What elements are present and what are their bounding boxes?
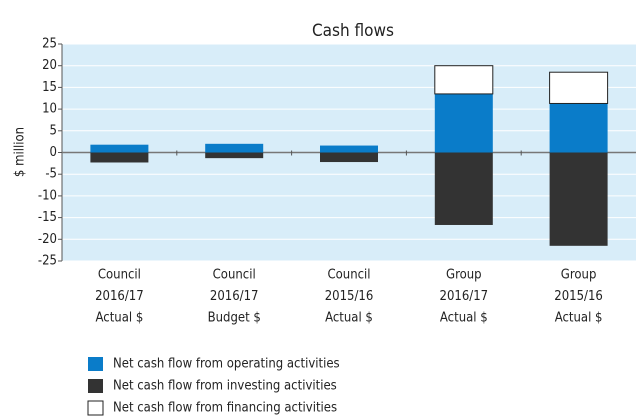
y-tick-label: 25 bbox=[42, 37, 57, 52]
y-tick-label: -25 bbox=[38, 254, 57, 269]
y-tick-label: 5 bbox=[50, 123, 57, 138]
chart-title: Cash flows bbox=[312, 21, 394, 41]
x-tick-label: Group bbox=[446, 268, 482, 283]
bar-segment bbox=[549, 152, 608, 246]
bar-segment bbox=[90, 144, 149, 153]
legend-label: Net cash flow from investing activities bbox=[113, 379, 337, 394]
x-tick-label: 2016/17 bbox=[210, 289, 259, 304]
x-tick-label: Council bbox=[98, 268, 141, 283]
y-tick-label: -5 bbox=[45, 167, 57, 182]
legend-swatch bbox=[87, 400, 104, 416]
bar-segment bbox=[434, 152, 493, 225]
x-tick-label: Council bbox=[213, 268, 256, 283]
y-tick-label: -10 bbox=[38, 188, 57, 203]
legend-label: Net cash flow from operating activities bbox=[113, 357, 340, 372]
bar-segment bbox=[549, 71, 609, 104]
y-axis-label: $ million bbox=[13, 127, 28, 177]
legend-label: Net cash flow from financing activities bbox=[113, 401, 337, 416]
y-tick-label: 10 bbox=[42, 102, 57, 117]
legend-swatch bbox=[88, 379, 103, 393]
x-tick-label: Group bbox=[561, 268, 597, 283]
x-tick-label: 2016/17 bbox=[95, 289, 144, 304]
bar-segment bbox=[320, 152, 378, 163]
x-tick-label: Council bbox=[327, 268, 370, 283]
x-tick-label: Actual $ bbox=[555, 311, 603, 326]
x-tick-label: 2016/17 bbox=[440, 289, 489, 304]
y-tick-label: -20 bbox=[38, 232, 57, 247]
bar-segment bbox=[205, 143, 264, 153]
bar-segment bbox=[90, 152, 149, 163]
y-tick-label: 0 bbox=[50, 145, 57, 160]
x-tick-label: Actual $ bbox=[325, 311, 373, 326]
x-tick-label: Budget $ bbox=[208, 311, 261, 326]
bar-segment bbox=[434, 65, 494, 95]
y-tick-label: 15 bbox=[42, 80, 57, 95]
bar-segment bbox=[320, 145, 378, 153]
x-tick-label: Actual $ bbox=[440, 311, 488, 326]
bar-segment bbox=[549, 103, 608, 153]
x-tick-label: 2015/16 bbox=[554, 289, 603, 304]
bar-segment bbox=[434, 93, 493, 153]
legend-swatch bbox=[88, 357, 103, 371]
x-tick-label: 2015/16 bbox=[325, 289, 374, 304]
bar-segment bbox=[205, 152, 264, 159]
y-tick-label: 20 bbox=[42, 58, 57, 73]
y-tick-label: -15 bbox=[38, 210, 57, 225]
x-tick-label: Actual $ bbox=[96, 311, 144, 326]
